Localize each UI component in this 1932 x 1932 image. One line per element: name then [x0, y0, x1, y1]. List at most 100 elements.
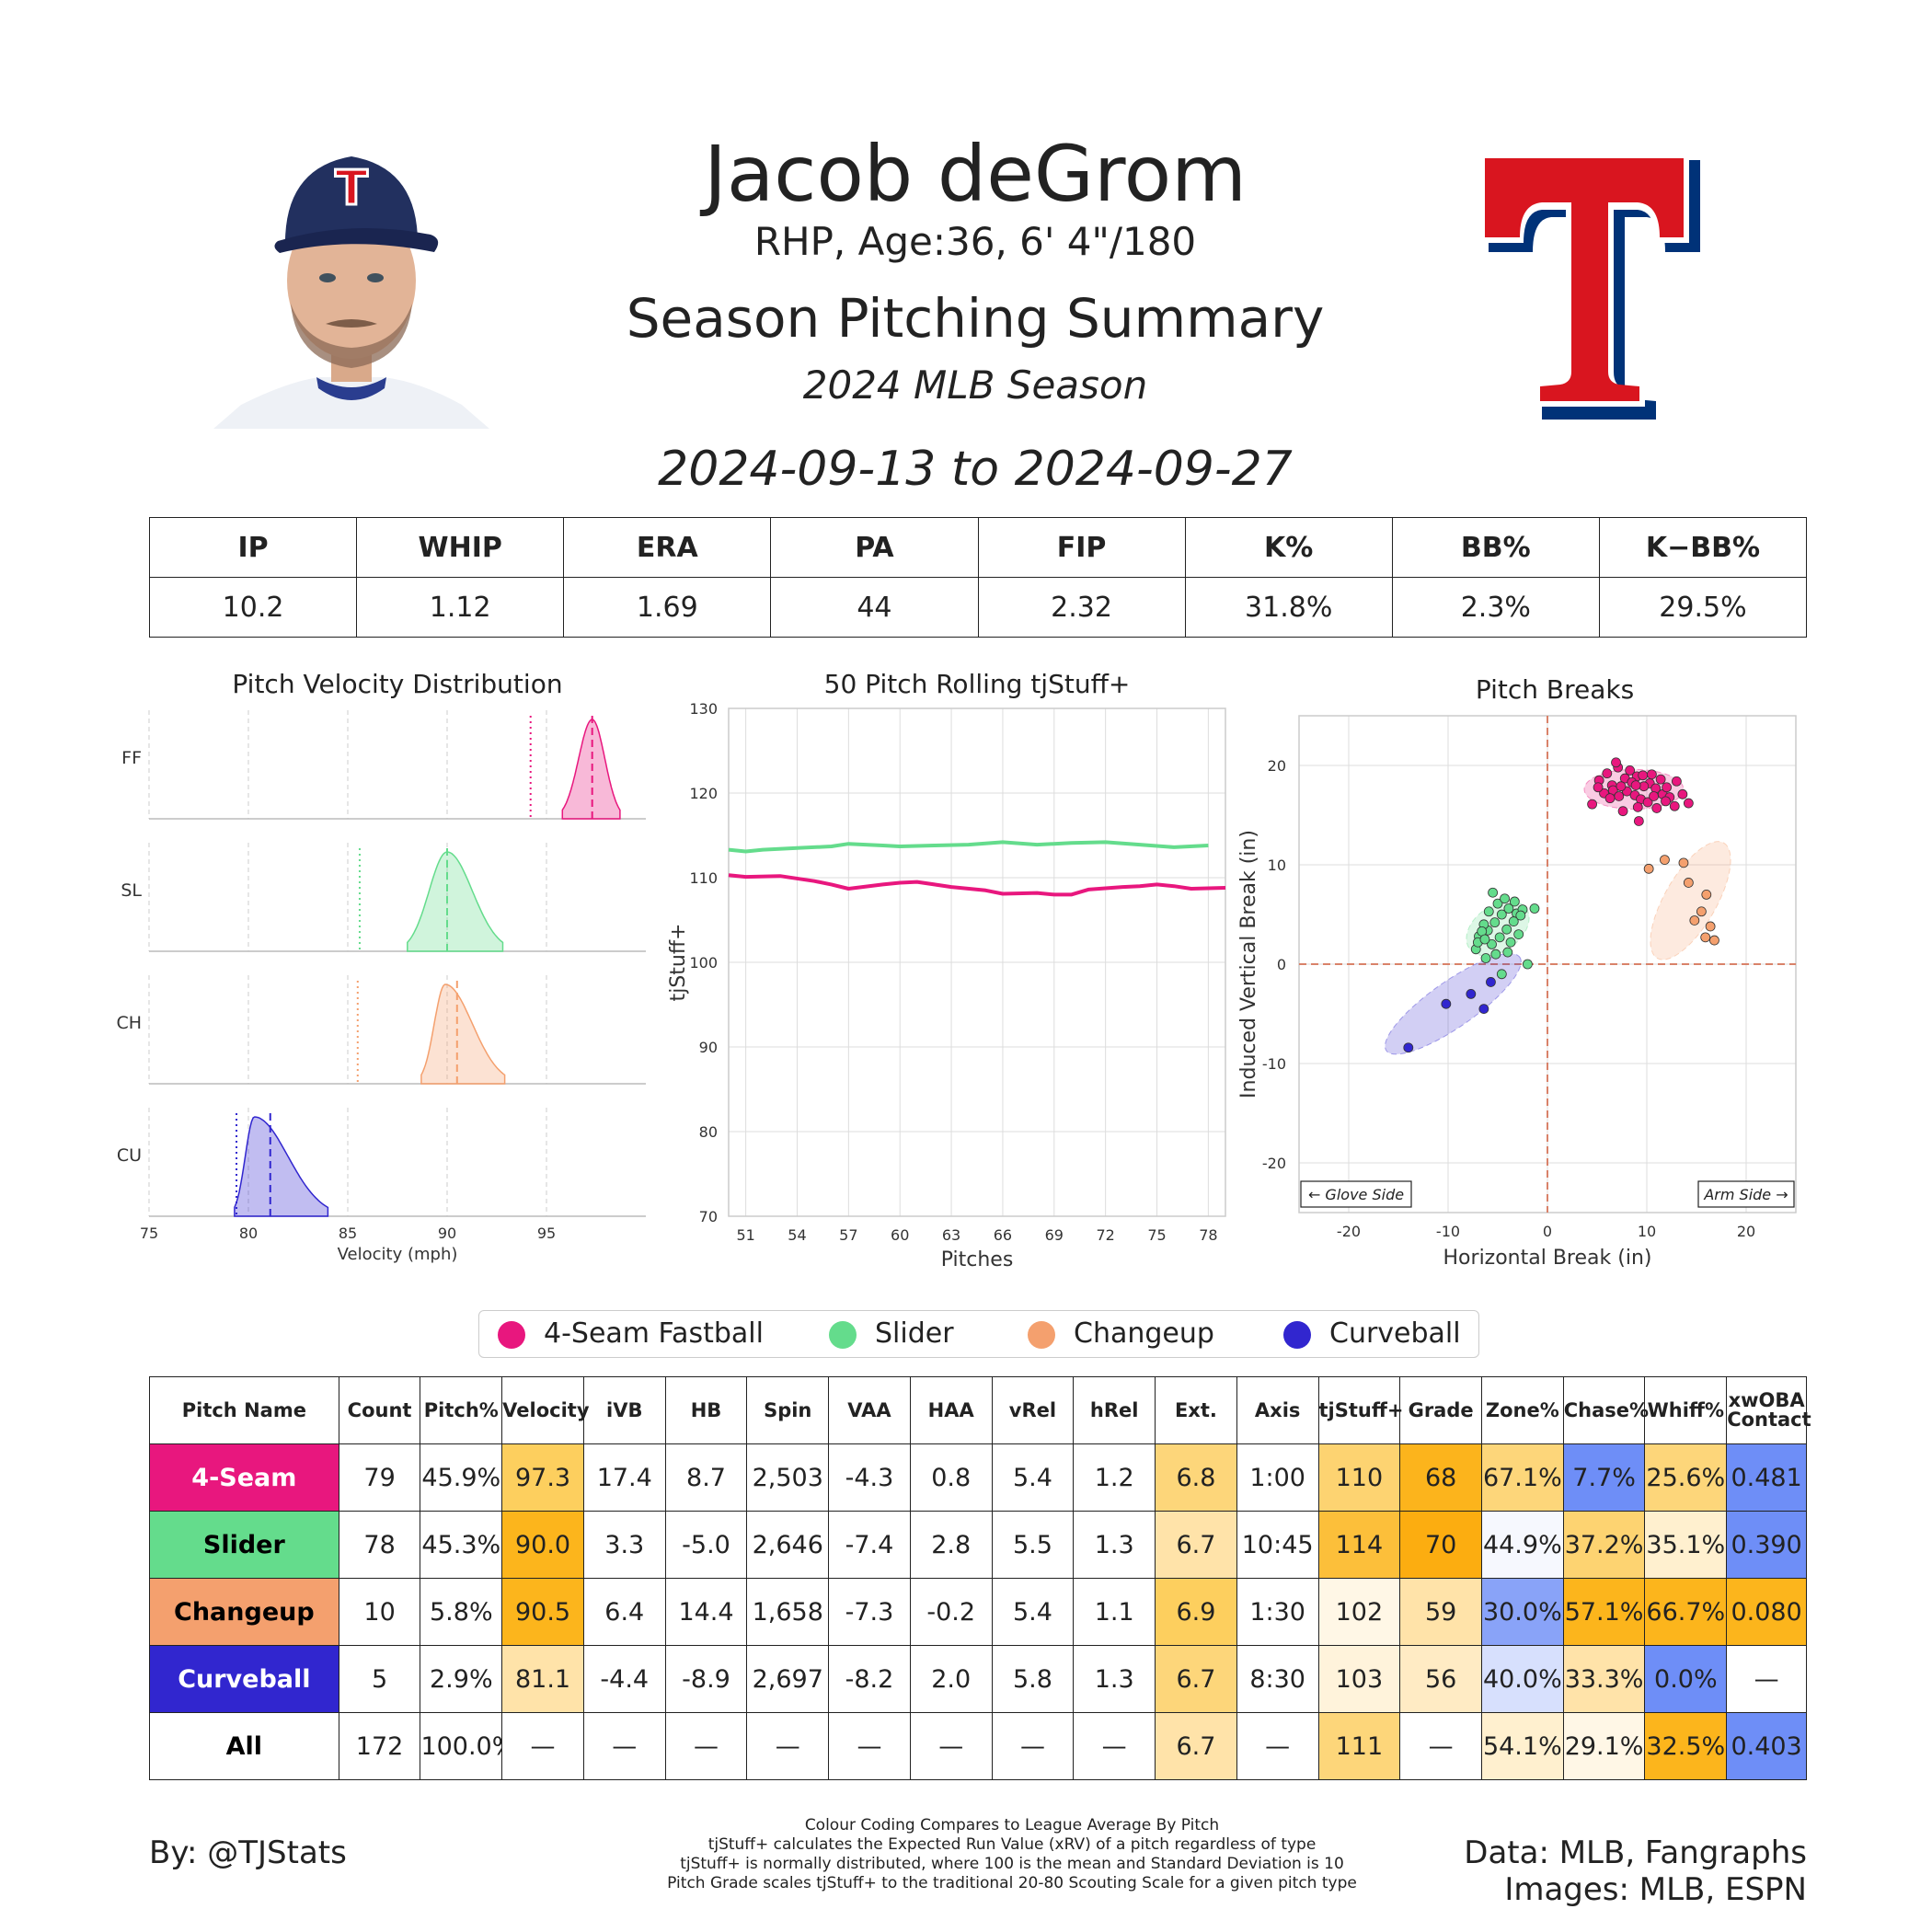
break-point [1683, 798, 1694, 809]
annotation-text: ← Glove Side [1308, 1186, 1404, 1203]
legend-item: Changeup [1028, 1313, 1214, 1355]
note-line: Pitch Grade scales tjStuff+ to the tradi… [667, 1874, 1357, 1892]
break-point [1689, 915, 1700, 926]
break-point [1496, 909, 1507, 920]
break-point [1700, 932, 1711, 943]
x-tick-label: 85 [339, 1225, 357, 1242]
pitch-table-cell: 6.7 [1155, 1712, 1237, 1780]
pitch-table-cell: 37.2% [1562, 1511, 1646, 1579]
pitch-table-cell: 10:45 [1236, 1511, 1319, 1579]
pitch-type-label: CH [116, 1013, 142, 1033]
player-info: RHP, Age:36, 6' 4"/180 [753, 219, 1197, 264]
pitch-table-cell: 97.3 [501, 1443, 584, 1512]
break-point [1642, 797, 1653, 808]
pitch-table-cell: 7.7% [1562, 1443, 1646, 1512]
pitch-table-cell: 2,503 [746, 1443, 830, 1512]
pitch-table-row: 4-Seam 79 45.9% 97.3 17.4 8.7 2,503 -4.3 0.8 5.4 1… [149, 1443, 1807, 1512]
break-point [1602, 768, 1613, 779]
x-axis-label: Pitches [941, 1248, 1014, 1271]
pitch-table-header: Zone% [1480, 1376, 1564, 1444]
pitch-table-row: All172100.0%————————6.7—111—54.1%29.1%32… [149, 1712, 1807, 1780]
pitch-table-cell: 2.0 [909, 1645, 993, 1713]
arm-side-annotation: Arm Side → [1697, 1180, 1795, 1208]
break-point [1651, 803, 1662, 813]
break-point [1508, 916, 1519, 926]
pitch-table-cell: 8:30 [1236, 1645, 1319, 1713]
pitch-type-label: SL [121, 880, 142, 901]
legend-label: 4-Seam Fastball [544, 1317, 764, 1350]
pitch-table-cell: 66.7% [1644, 1578, 1728, 1646]
legend-marker [498, 1320, 525, 1349]
pitch-table-header: Pitch Name [149, 1376, 339, 1444]
pitch-table-cell: 2,697 [746, 1645, 830, 1713]
legend-item: Slider [829, 1313, 954, 1355]
pitch-table-header: VAA [828, 1376, 911, 1444]
break-point [1513, 929, 1524, 940]
stats-header: ERA [563, 517, 772, 578]
break-point [1500, 893, 1510, 904]
rolling-tjstuff-chart: 50 Pitch Rolling tjStuff+ 70 80 90 100 110 120… [667, 669, 1226, 1271]
break-point [1678, 857, 1689, 868]
legend-item: Curveball [1283, 1313, 1461, 1355]
y-tick-label: 70 [699, 1208, 718, 1225]
velocity-density [420, 983, 506, 1085]
chart-title: 50 Pitch Rolling tjStuff+ [824, 669, 1131, 699]
break-point [1646, 769, 1657, 780]
x-tick-label: 20 [1737, 1223, 1755, 1240]
pitch-table-cell: 114 [1317, 1511, 1401, 1579]
x-tick-label: 78 [1199, 1226, 1217, 1244]
pitch-type-label: CU [117, 1145, 142, 1166]
x-tick-label: 69 [1045, 1226, 1064, 1244]
x-tick-label: 0 [1543, 1223, 1552, 1240]
pitch-table-cell: -4.4 [582, 1645, 666, 1713]
team-logo [1479, 155, 1700, 420]
y-tick-label: 0 [1277, 956, 1286, 973]
break-point [1587, 799, 1598, 810]
stats-value: 2.3% [1391, 577, 1600, 638]
pitch-table-cell: -8.9 [664, 1645, 748, 1713]
pitch-table-cell: — [501, 1712, 584, 1780]
pitch-table-cell: 2,646 [746, 1511, 830, 1579]
pitch-table-cell: — [1236, 1712, 1319, 1780]
stats-value: 31.8% [1184, 577, 1393, 638]
y-tick-label: 90 [699, 1039, 718, 1056]
pitch-table-header: tjStuff+ [1317, 1376, 1403, 1444]
break-point [1683, 878, 1694, 888]
annotation-box [1300, 1180, 1412, 1208]
x-tick-label: 72 [1096, 1226, 1114, 1244]
pitch-table-header: xwOBA Contact [1726, 1376, 1811, 1444]
x-tick-label: 66 [994, 1226, 1012, 1244]
tjstuff-series-line [728, 873, 1226, 897]
stats-value: 29.5% [1598, 577, 1808, 638]
break-point [1662, 782, 1673, 793]
pitch-table-cell: 35.1% [1644, 1511, 1728, 1579]
x-tick-label: 54 [788, 1226, 806, 1244]
pitch-table-cell: 14.4 [664, 1578, 748, 1646]
break-point [1483, 906, 1494, 917]
player-name: Jacob deGrom [704, 129, 1247, 219]
pitch-table-cell: 6.7 [1155, 1511, 1237, 1579]
glove-side-annotation: ← Glove Side [1300, 1180, 1412, 1208]
y-tick-label: 80 [699, 1123, 718, 1141]
break-point [1669, 800, 1680, 811]
pitch-table-cell: 5.8 [991, 1645, 1075, 1713]
color-notes: Colour Coding Compares to League Average… [644, 1816, 1380, 1893]
pitch-table-header: Spin [746, 1376, 830, 1444]
break-point [1604, 793, 1616, 804]
pitch-table-header: iVB [582, 1376, 666, 1444]
stats-header: K% [1184, 517, 1393, 578]
pitch-table-cell: 67.1% [1480, 1443, 1564, 1512]
break-point [1501, 924, 1512, 935]
pitch-table-cell: 6.7 [1155, 1645, 1237, 1713]
pitch-table-cell: 1:30 [1236, 1578, 1319, 1646]
stats-header-row: IP WHIP ERA PA FIP K% BB% K−BB% [148, 517, 1808, 578]
pitch-table-header: Count [338, 1376, 421, 1444]
x-tick-label: 75 [1147, 1226, 1166, 1244]
data-credit: Data: MLB, Fangraphs Images: MLB, ESPN [1464, 1834, 1807, 1908]
image-source: Images: MLB, ESPN [1504, 1871, 1807, 1908]
break-point [1489, 917, 1501, 928]
stats-header: BB% [1391, 517, 1600, 578]
pitch-table-header: vRel [991, 1376, 1075, 1444]
y-tick-label: 100 [689, 954, 718, 972]
break-point [1661, 796, 1671, 807]
